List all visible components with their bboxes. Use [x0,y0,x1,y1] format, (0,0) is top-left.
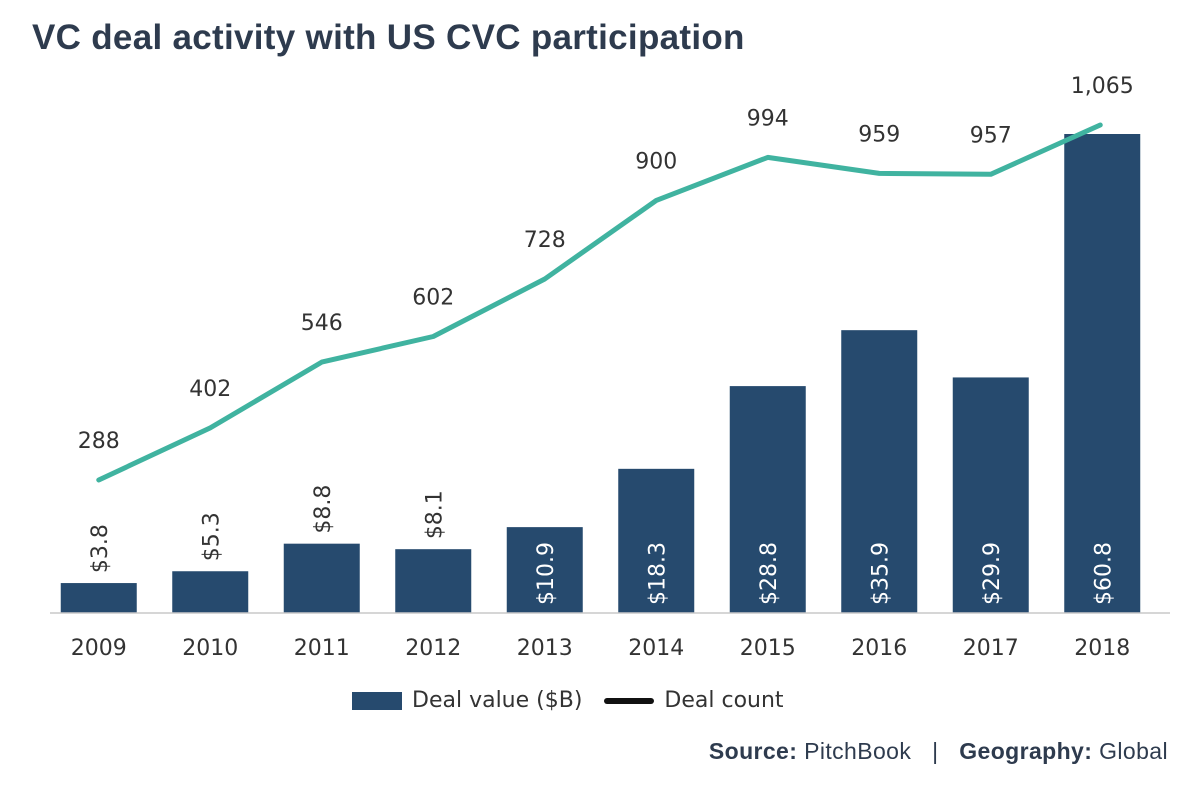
bar-value-label-2011: $8.8 [311,485,336,534]
x-tick-label-2015: 2015 [740,636,796,661]
x-tick-label-2012: 2012 [405,636,461,661]
bar-value-label-2017: $29.9 [980,542,1005,605]
x-tick-label-2016: 2016 [851,636,907,661]
bar-value-labels: $3.8 $5.3 $8.8 $8.1 $10.9 $18.3 $28.8 $35.9 $29.… [88,485,1117,605]
legend-bar-swatch [352,691,402,710]
x-tick-label-2018: 2018 [1074,636,1130,661]
bar-value-label-2012: $8.1 [422,490,447,539]
x-tick-label-2011: 2011 [294,636,350,661]
deal-count-label-2013: 728 [524,228,566,253]
bar-value-label-2010: $5.3 [199,512,224,561]
bar-value-label-2016: $35.9 [868,542,893,605]
deal-count-label-2018: 1,065 [1071,74,1134,99]
x-axis-tick-labels: 2009 2010 2011 2012 2013 2014 2015 2016 2017 2018 [71,636,1131,661]
bar-series [60,134,1141,613]
deal-count-label-2009: 288 [78,429,120,454]
bar-2016 [841,330,918,613]
deal-count-label-2012: 602 [412,286,454,311]
legend: Deal value ($B) Deal count [352,688,784,713]
bar-value-label-2014: $18.3 [645,542,670,605]
geography-key: Geography: [959,738,1093,764]
geography-value: Global [1099,738,1168,764]
bar-2010 [172,571,249,613]
source-value: PitchBook [804,738,912,764]
bar-value-label-2009: $3.8 [88,524,113,573]
x-tick-label-2010: 2010 [182,636,238,661]
x-tick-label-2013: 2013 [517,636,573,661]
bar-2017 [952,377,1029,613]
bar-2011 [283,543,360,613]
bar-value-label-2015: $28.8 [757,542,782,605]
deal-count-line [96,122,1103,483]
bar-2012 [395,549,472,613]
deal-count-label-2015: 994 [747,106,789,131]
source-separator: | [932,738,939,764]
deal-count-labels: 288 402 546 602 728 900 994 959 957 1,065 [78,74,1134,454]
bar-value-label-2013: $10.9 [534,542,559,605]
bar-value-label-2018: $60.8 [1091,542,1116,605]
legend-line-label: Deal count [664,688,784,713]
bar-2015 [729,386,806,613]
legend-bar-label: Deal value ($B) [412,688,583,713]
deal-count-label-2010: 402 [189,377,231,402]
bar-2014 [618,468,695,613]
bar-2018 [1064,134,1141,613]
deal-count-label-2014: 900 [635,149,677,174]
deal-count-label-2017: 957 [970,123,1012,148]
x-tick-label-2009: 2009 [71,636,127,661]
x-tick-label-2014: 2014 [628,636,684,661]
chart-title: VC deal activity with US CVC participati… [32,18,745,57]
x-tick-label-2017: 2017 [963,636,1019,661]
deal-count-label-2011: 546 [301,311,343,336]
deal-count-label-2016: 959 [858,122,900,147]
legend-line-swatch [604,697,655,704]
source-key: Source: [708,738,798,764]
bar-2009 [60,583,137,613]
source-footer: Source: PitchBook | Geography: Global [709,738,1168,765]
bar-2013 [506,527,583,613]
